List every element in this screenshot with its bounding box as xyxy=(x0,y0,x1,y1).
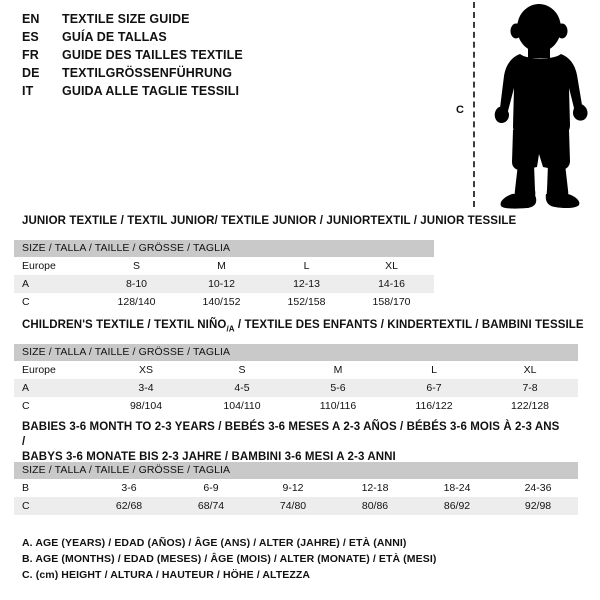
children-europe-col3: M xyxy=(290,361,386,379)
language-code-es: ES xyxy=(22,30,39,44)
junior-a-col1: 8-10 xyxy=(94,275,179,293)
language-row-it: IT GUIDA ALLE TAGLIE TESSILI xyxy=(22,84,422,102)
measurement-legend: A. AGE (YEARS) / EDAD (AÑOS) / ÂGE (ANS)… xyxy=(22,535,582,583)
babies-row-label-b: B xyxy=(14,479,88,497)
children-europe-col5: XL xyxy=(482,361,579,379)
language-title-block: EN TEXTILE SIZE GUIDE ES GUÍA DE TALLAS … xyxy=(22,12,422,102)
babies-heading-line1: BABIES 3-6 MONTH TO 2-3 YEARS / BEBÉS 3-… xyxy=(22,421,560,448)
table-row: Europe XS S M L XL xyxy=(14,361,579,379)
table-row: C 128/140 140/152 152/158 158/170 xyxy=(14,293,435,311)
children-band-row: SIZE / TALLA / TAILLE / GRÖSSE / TAGLIA xyxy=(14,344,579,361)
toddler-silhouette-icon xyxy=(494,4,588,209)
junior-row-label-c: C xyxy=(14,293,94,311)
junior-a-col2: 10-12 xyxy=(179,275,264,293)
junior-band-row: SIZE / TALLA / TAILLE / GRÖSSE / TAGLIA xyxy=(14,240,435,257)
babies-b-col1: 3-6 xyxy=(88,479,170,497)
babies-c-col4: 80/86 xyxy=(334,497,416,515)
children-c-col5: 122/128 xyxy=(482,397,579,415)
babies-row-label-c: C xyxy=(14,497,88,515)
children-heading-pre: CHILDREN'S TEXTILE / TEXTIL NIÑO xyxy=(22,319,227,331)
table-row: B 3-6 6-9 9-12 12-18 18-24 24-36 xyxy=(14,479,579,497)
language-title-fr: GUIDE DES TAILLES TEXTILE xyxy=(62,48,243,62)
children-a-col5: 7-8 xyxy=(482,379,579,397)
babies-b-col3: 9-12 xyxy=(252,479,334,497)
children-europe-col2: S xyxy=(194,361,290,379)
language-code-it: IT xyxy=(22,84,34,98)
junior-section-heading: JUNIOR TEXTILE / TEXTIL JUNIOR/ TEXTILE … xyxy=(22,215,517,227)
children-a-col1: 3-4 xyxy=(98,379,194,397)
legend-row-c: C. (cm) HEIGHT / ALTURA / HAUTEUR / HÖHE… xyxy=(22,569,311,581)
babies-b-col5: 18-24 xyxy=(416,479,498,497)
language-title-de: TEXTILGRÖSSENFÜHRUNG xyxy=(62,66,233,80)
babies-heading-line2: BABYS 3-6 MONATE BIS 2-3 JAHRE / BAMBINI… xyxy=(22,451,396,463)
table-row: C 62/68 68/74 74/80 80/86 86/92 92/98 xyxy=(14,497,579,515)
children-row-label-europe: Europe xyxy=(14,361,98,379)
babies-section-heading: BABIES 3-6 MONTH TO 2-3 YEARS / BEBÉS 3-… xyxy=(22,420,562,465)
children-row-label-a: A xyxy=(14,379,98,397)
children-heading-post: / TEXTILE DES ENFANTS / KINDERTEXTIL / B… xyxy=(234,319,584,331)
junior-europe-col4: XL xyxy=(349,257,435,275)
height-measurement-figure: C xyxy=(440,0,600,212)
babies-c-col2: 68/74 xyxy=(170,497,252,515)
babies-b-col2: 6-9 xyxy=(170,479,252,497)
junior-c-col3: 152/158 xyxy=(264,293,349,311)
junior-europe-col2: M xyxy=(179,257,264,275)
junior-row-label-europe: Europe xyxy=(14,257,94,275)
legend-row-a: A. AGE (YEARS) / EDAD (AÑOS) / ÂGE (ANS)… xyxy=(22,537,407,549)
language-row-en: EN TEXTILE SIZE GUIDE xyxy=(22,12,422,30)
children-a-col4: 6-7 xyxy=(386,379,482,397)
babies-b-col4: 12-18 xyxy=(334,479,416,497)
height-measure-dashed-line xyxy=(473,2,475,207)
babies-c-col6: 92/98 xyxy=(498,497,579,515)
babies-c-col5: 86/92 xyxy=(416,497,498,515)
junior-row-label-a: A xyxy=(14,275,94,293)
junior-europe-col3: L xyxy=(264,257,349,275)
language-title-es: GUÍA DE TALLAS xyxy=(62,30,167,44)
junior-c-col2: 140/152 xyxy=(179,293,264,311)
junior-a-col4: 14-16 xyxy=(349,275,435,293)
children-c-col3: 110/116 xyxy=(290,397,386,415)
children-a-col2: 4-5 xyxy=(194,379,290,397)
children-c-col1: 98/104 xyxy=(98,397,194,415)
children-a-col3: 5-6 xyxy=(290,379,386,397)
language-code-de: DE xyxy=(22,66,40,80)
babies-b-col6: 24-36 xyxy=(498,479,579,497)
table-row: Europe S M L XL xyxy=(14,257,435,275)
table-row: A 8-10 10-12 12-13 14-16 xyxy=(14,275,435,293)
children-heading-subscript: /A xyxy=(226,324,235,334)
junior-band-label: SIZE / TALLA / TAILLE / GRÖSSE / TAGLIA xyxy=(14,240,435,257)
babies-band-label: SIZE / TALLA / TAILLE / GRÖSSE / TAGLIA xyxy=(14,462,579,479)
legend-row-b: B. AGE (MONTHS) / EDAD (MESES) / ÂGE (MO… xyxy=(22,553,437,565)
babies-c-col3: 74/80 xyxy=(252,497,334,515)
children-section-heading: CHILDREN'S TEXTILE / TEXTIL NIÑO/A / TEX… xyxy=(22,318,584,336)
junior-c-col1: 128/140 xyxy=(94,293,179,311)
junior-a-col3: 12-13 xyxy=(264,275,349,293)
language-title-it: GUIDA ALLE TAGLIE TESSILI xyxy=(62,84,240,98)
junior-size-table: SIZE / TALLA / TAILLE / GRÖSSE / TAGLIA … xyxy=(14,240,435,311)
children-row-label-c: C xyxy=(14,397,98,415)
children-europe-col4: L xyxy=(386,361,482,379)
language-code-fr: FR xyxy=(22,48,39,62)
language-title-en: TEXTILE SIZE GUIDE xyxy=(62,12,190,26)
children-c-col2: 104/110 xyxy=(194,397,290,415)
language-row-es: ES GUÍA DE TALLAS xyxy=(22,30,422,48)
junior-c-col4: 158/170 xyxy=(349,293,435,311)
children-band-label: SIZE / TALLA / TAILLE / GRÖSSE / TAGLIA xyxy=(14,344,579,361)
children-size-table: SIZE / TALLA / TAILLE / GRÖSSE / TAGLIA … xyxy=(14,344,579,415)
babies-c-col1: 62/68 xyxy=(88,497,170,515)
language-row-fr: FR GUIDE DES TAILLES TEXTILE xyxy=(22,48,422,66)
babies-band-row: SIZE / TALLA / TAILLE / GRÖSSE / TAGLIA xyxy=(14,462,579,479)
babies-size-table: SIZE / TALLA / TAILLE / GRÖSSE / TAGLIA … xyxy=(14,462,579,515)
language-row-de: DE TEXTILGRÖSSENFÜHRUNG xyxy=(22,66,422,84)
height-measure-label: C xyxy=(456,104,464,116)
table-row: A 3-4 4-5 5-6 6-7 7-8 xyxy=(14,379,579,397)
children-europe-col1: XS xyxy=(98,361,194,379)
language-code-en: EN xyxy=(22,12,40,26)
table-row: C 98/104 104/110 110/116 116/122 122/128 xyxy=(14,397,579,415)
children-c-col4: 116/122 xyxy=(386,397,482,415)
junior-europe-col1: S xyxy=(94,257,179,275)
